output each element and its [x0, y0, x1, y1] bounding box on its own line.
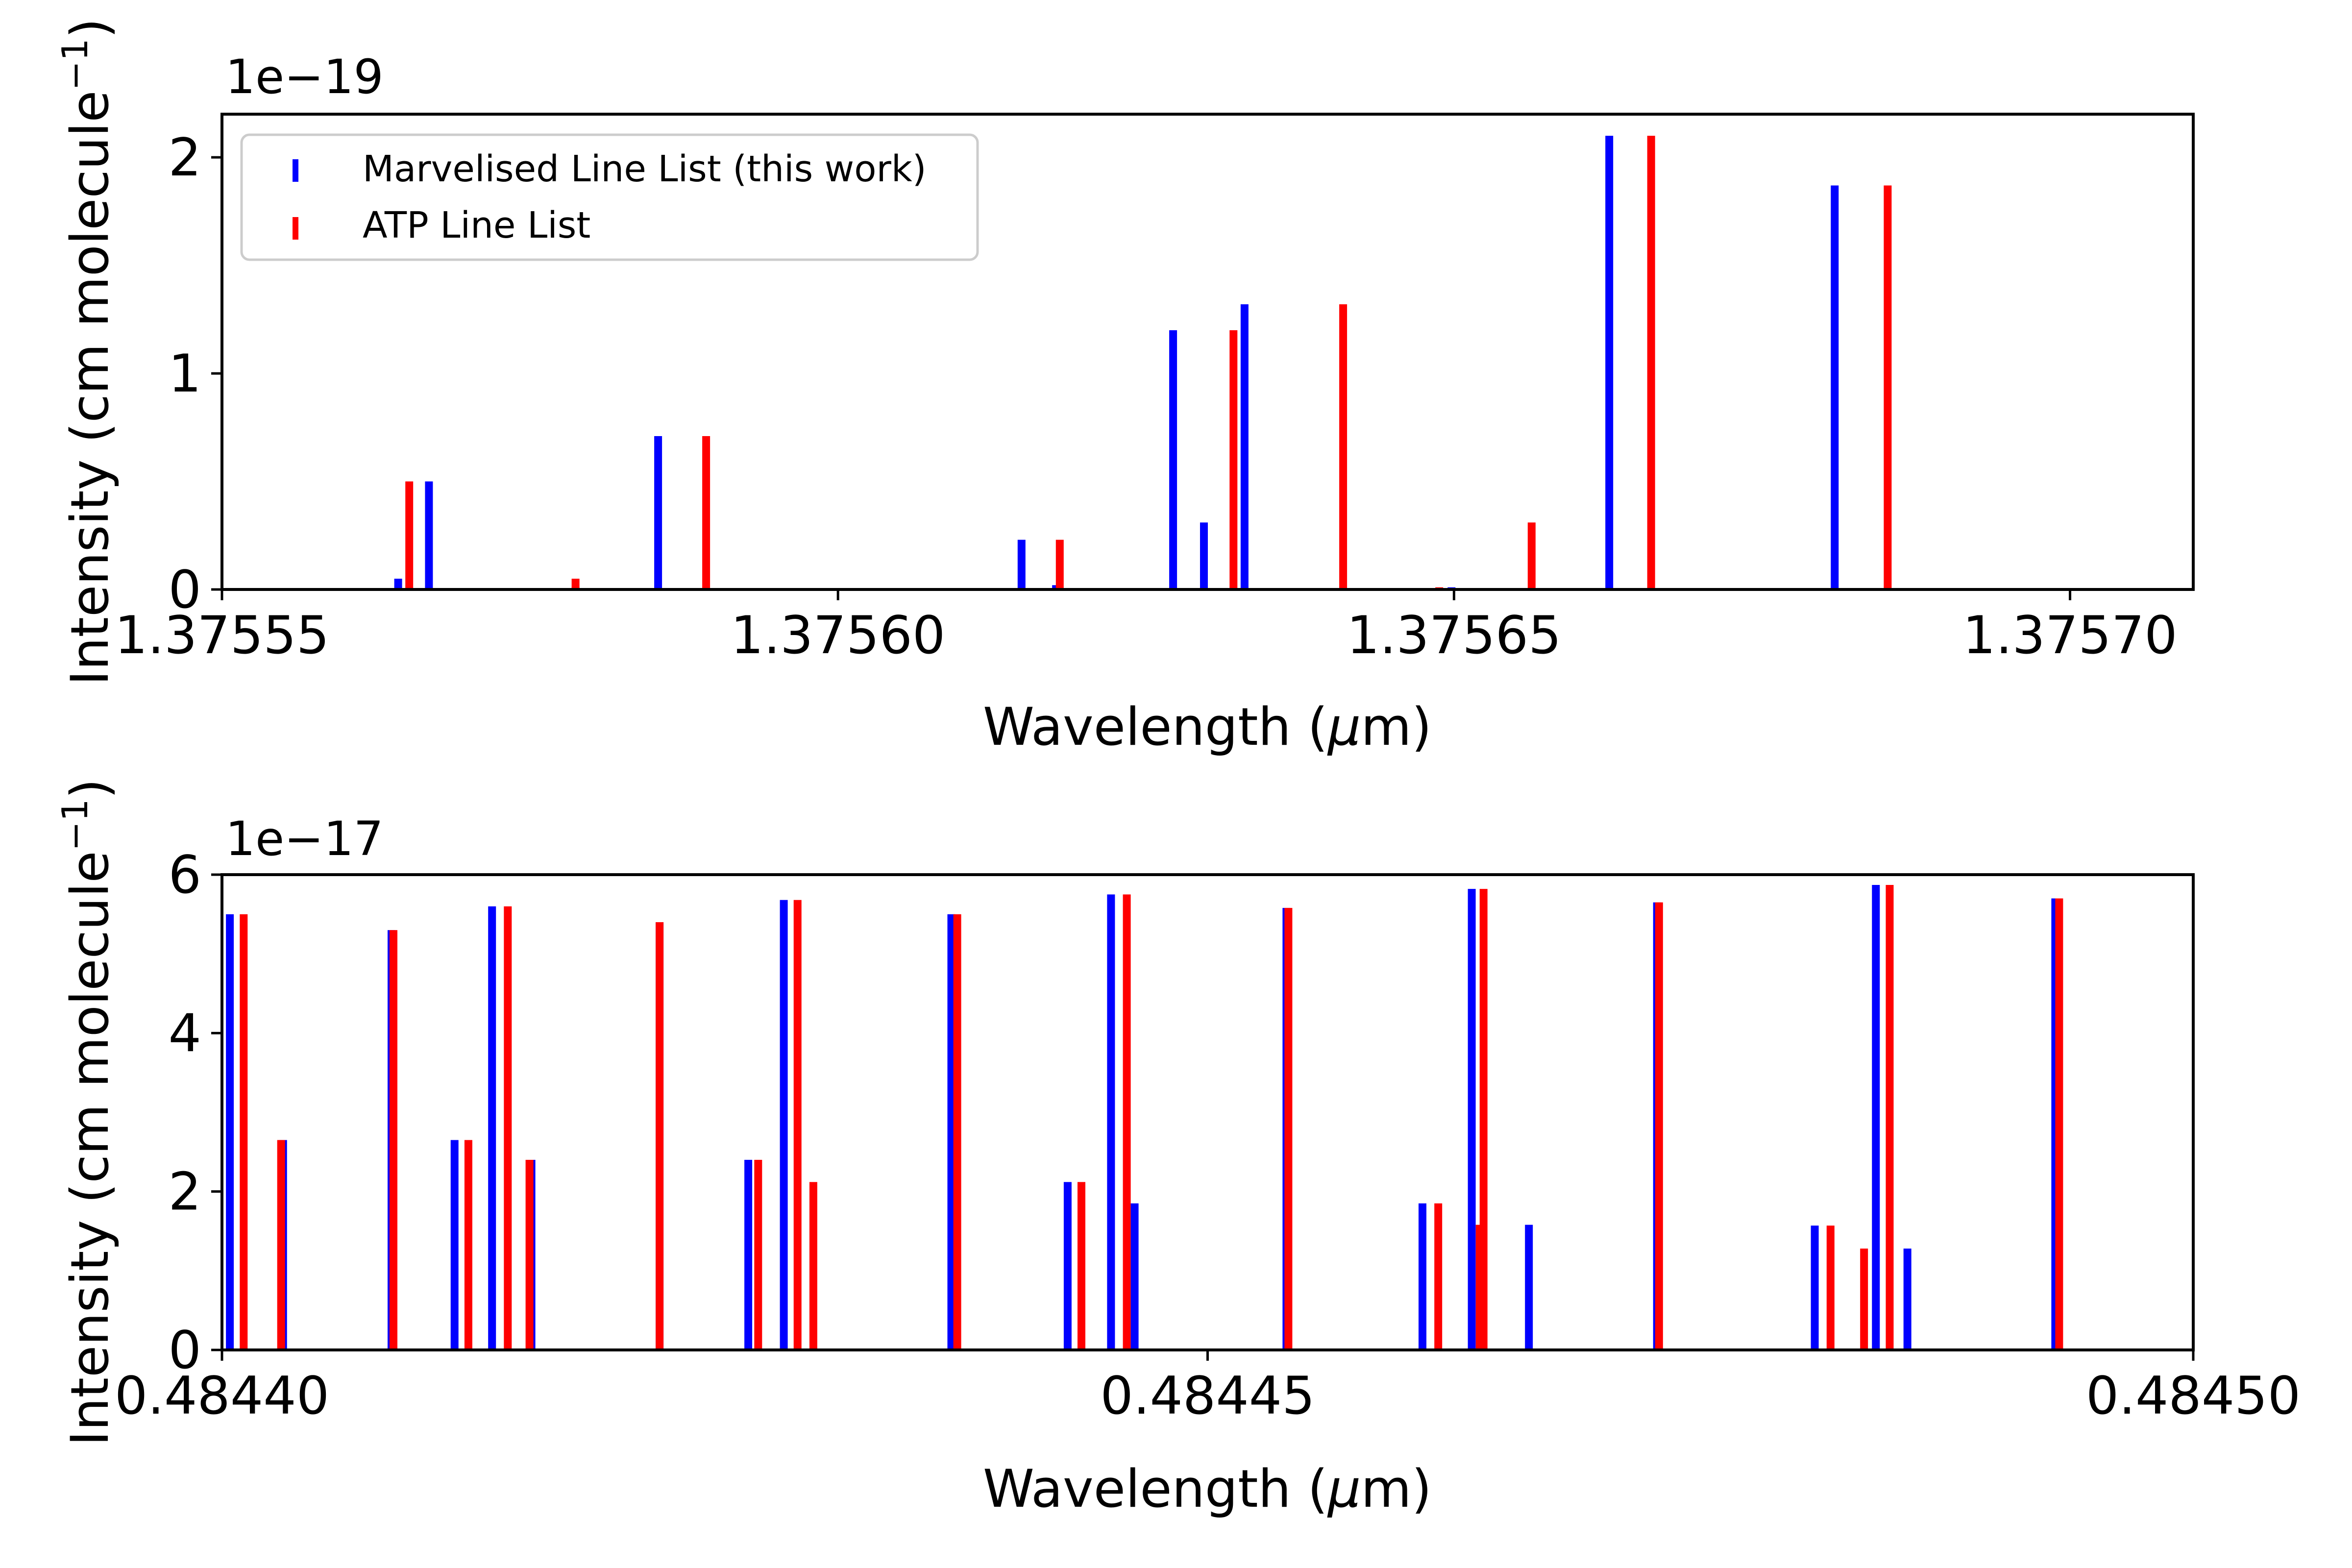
bottom-series-1-bar	[488, 906, 496, 1350]
bottom-series-1-bar	[1130, 1203, 1139, 1350]
bottom-series-2-bar	[1826, 1225, 1835, 1350]
top-series-2-bar	[1055, 539, 1064, 589]
bottom-series-2-bar	[656, 922, 664, 1350]
top-bars	[394, 136, 1892, 590]
top-series-1-bar	[1240, 304, 1249, 589]
bottom-series-1-bar	[947, 914, 956, 1350]
legend-marker-atp	[293, 217, 298, 240]
top-y-axis-label: Intensity (cm molecule−1)	[54, 18, 120, 686]
bottom-x-tick-label: 0.48440	[115, 1366, 329, 1426]
top-series-1-bar	[1831, 185, 1839, 589]
bottom-bars	[226, 885, 2063, 1350]
top-y-tick-label: 0	[169, 560, 201, 620]
bottom-series-2-bar	[1860, 1249, 1868, 1350]
bottom-y-axis-label: Intensity (cm molecule−1)	[54, 779, 120, 1446]
bottom-series-1-bar	[1525, 1225, 1533, 1350]
legend-box	[240, 133, 979, 261]
bottom-x-tick-label: 0.48450	[2086, 1366, 2301, 1426]
top-ticks: 1.37555 1.37560 1.37565 1.37570 0 1 2	[115, 127, 2178, 665]
bottom-series-1-bar	[1872, 885, 1880, 1350]
top-series-2-bar	[1229, 330, 1238, 589]
bottom-series-2-bar	[1479, 889, 1488, 1350]
bottom-y-tick-label: 4	[169, 1003, 201, 1063]
bottom-offset-label: 1e−17	[225, 811, 384, 866]
bottom-series-1-bar	[1903, 1249, 1911, 1350]
bottom-series-2-bar	[277, 1140, 285, 1350]
top-x-tick-label: 1.37570	[1962, 605, 2177, 665]
bottom-series-2-bar	[793, 900, 802, 1350]
bottom-series-2-bar	[2055, 898, 2063, 1350]
top-panel: 1e−19 1.37555 1.37560 1.37565 1.37570 0 1 2 Wa…	[54, 18, 2195, 757]
top-series-1-bar	[1169, 330, 1177, 589]
bottom-y-tick-label: 6	[169, 845, 201, 905]
bottom-series-1-bar	[1419, 1203, 1426, 1350]
top-y-tick-label: 2	[169, 127, 201, 188]
bottom-x-tick-label: 0.48445	[1100, 1366, 1315, 1426]
top-series-1-bar	[425, 481, 433, 589]
top-series-2-bar	[702, 436, 710, 589]
top-series-1-bar	[1200, 522, 1208, 589]
bottom-series-1-bar	[1811, 1225, 1819, 1350]
top-series-1-bar	[654, 436, 662, 589]
top-x-axis-label: Wavelength (μm)	[983, 697, 1432, 757]
bottom-y-tick-label: 0	[169, 1320, 201, 1380]
bottom-series-2-bar	[1078, 1182, 1085, 1350]
top-series-1-bar	[394, 579, 402, 589]
bottom-series-2-bar	[1434, 1203, 1443, 1350]
top-y-tick-label: 1	[169, 343, 201, 404]
top-series-2-bar	[1339, 304, 1348, 589]
top-series-2-bar	[1647, 136, 1655, 590]
bottom-ticks: 0.48440 0.48445 0.48450 0 2 4 6	[115, 845, 2301, 1426]
top-series-2-bar	[1884, 185, 1892, 589]
top-plot-frame	[220, 113, 2195, 591]
bottom-series-1-bar	[450, 1140, 459, 1350]
legend-label-marvelised: Marvelised Line List (this work)	[363, 148, 927, 190]
top-series-1-bar	[1605, 136, 1614, 590]
top-series-1-bar	[1017, 539, 1026, 589]
bottom-series-1-bar	[1063, 1182, 1072, 1350]
bottom-series-2-bar	[1655, 902, 1663, 1350]
top-series-2-bar	[1527, 522, 1536, 589]
bottom-y-tick-label: 2	[169, 1162, 201, 1222]
bottom-series-2-bar	[809, 1182, 817, 1350]
bottom-series-2-bar	[464, 1140, 472, 1350]
bottom-series-2-bar	[504, 906, 512, 1350]
bottom-series-2-bar	[1284, 907, 1293, 1350]
legend: Marvelised Line List (this work) ATP Lin…	[240, 133, 979, 261]
bottom-series-2-bar	[390, 930, 397, 1350]
top-series-2-bar	[571, 579, 580, 589]
legend-label-atp: ATP Line List	[363, 204, 590, 246]
bottom-series-2-bar	[240, 914, 248, 1350]
bottom-series-2-bar	[525, 1160, 534, 1350]
bottom-x-axis-label: Wavelength (μm)	[983, 1459, 1432, 1519]
bottom-series-2-bar	[953, 914, 961, 1350]
bottom-series-1-bar	[1107, 894, 1115, 1350]
bottom-series-2-bar	[1123, 894, 1131, 1350]
top-offset-label: 1e−19	[225, 49, 384, 104]
bottom-series-1-bar	[780, 900, 788, 1350]
bottom-panel: 1e−17 0.48440 0.48445 0.48450 0 2 4 6 Waveleng…	[54, 779, 2301, 1519]
bottom-series-2-bar	[754, 1160, 762, 1350]
top-x-tick-label: 1.37560	[731, 605, 945, 665]
top-series-2-bar	[405, 481, 414, 589]
bottom-series-1-bar	[1468, 889, 1476, 1350]
bottom-series-1-bar	[744, 1160, 753, 1350]
legend-marker-marvelised	[293, 159, 298, 182]
top-x-tick-label: 1.37555	[115, 605, 329, 665]
top-x-tick-label: 1.37565	[1347, 605, 1561, 665]
bottom-series-1-bar	[226, 914, 234, 1350]
bottom-series-2-bar	[1886, 885, 1894, 1350]
